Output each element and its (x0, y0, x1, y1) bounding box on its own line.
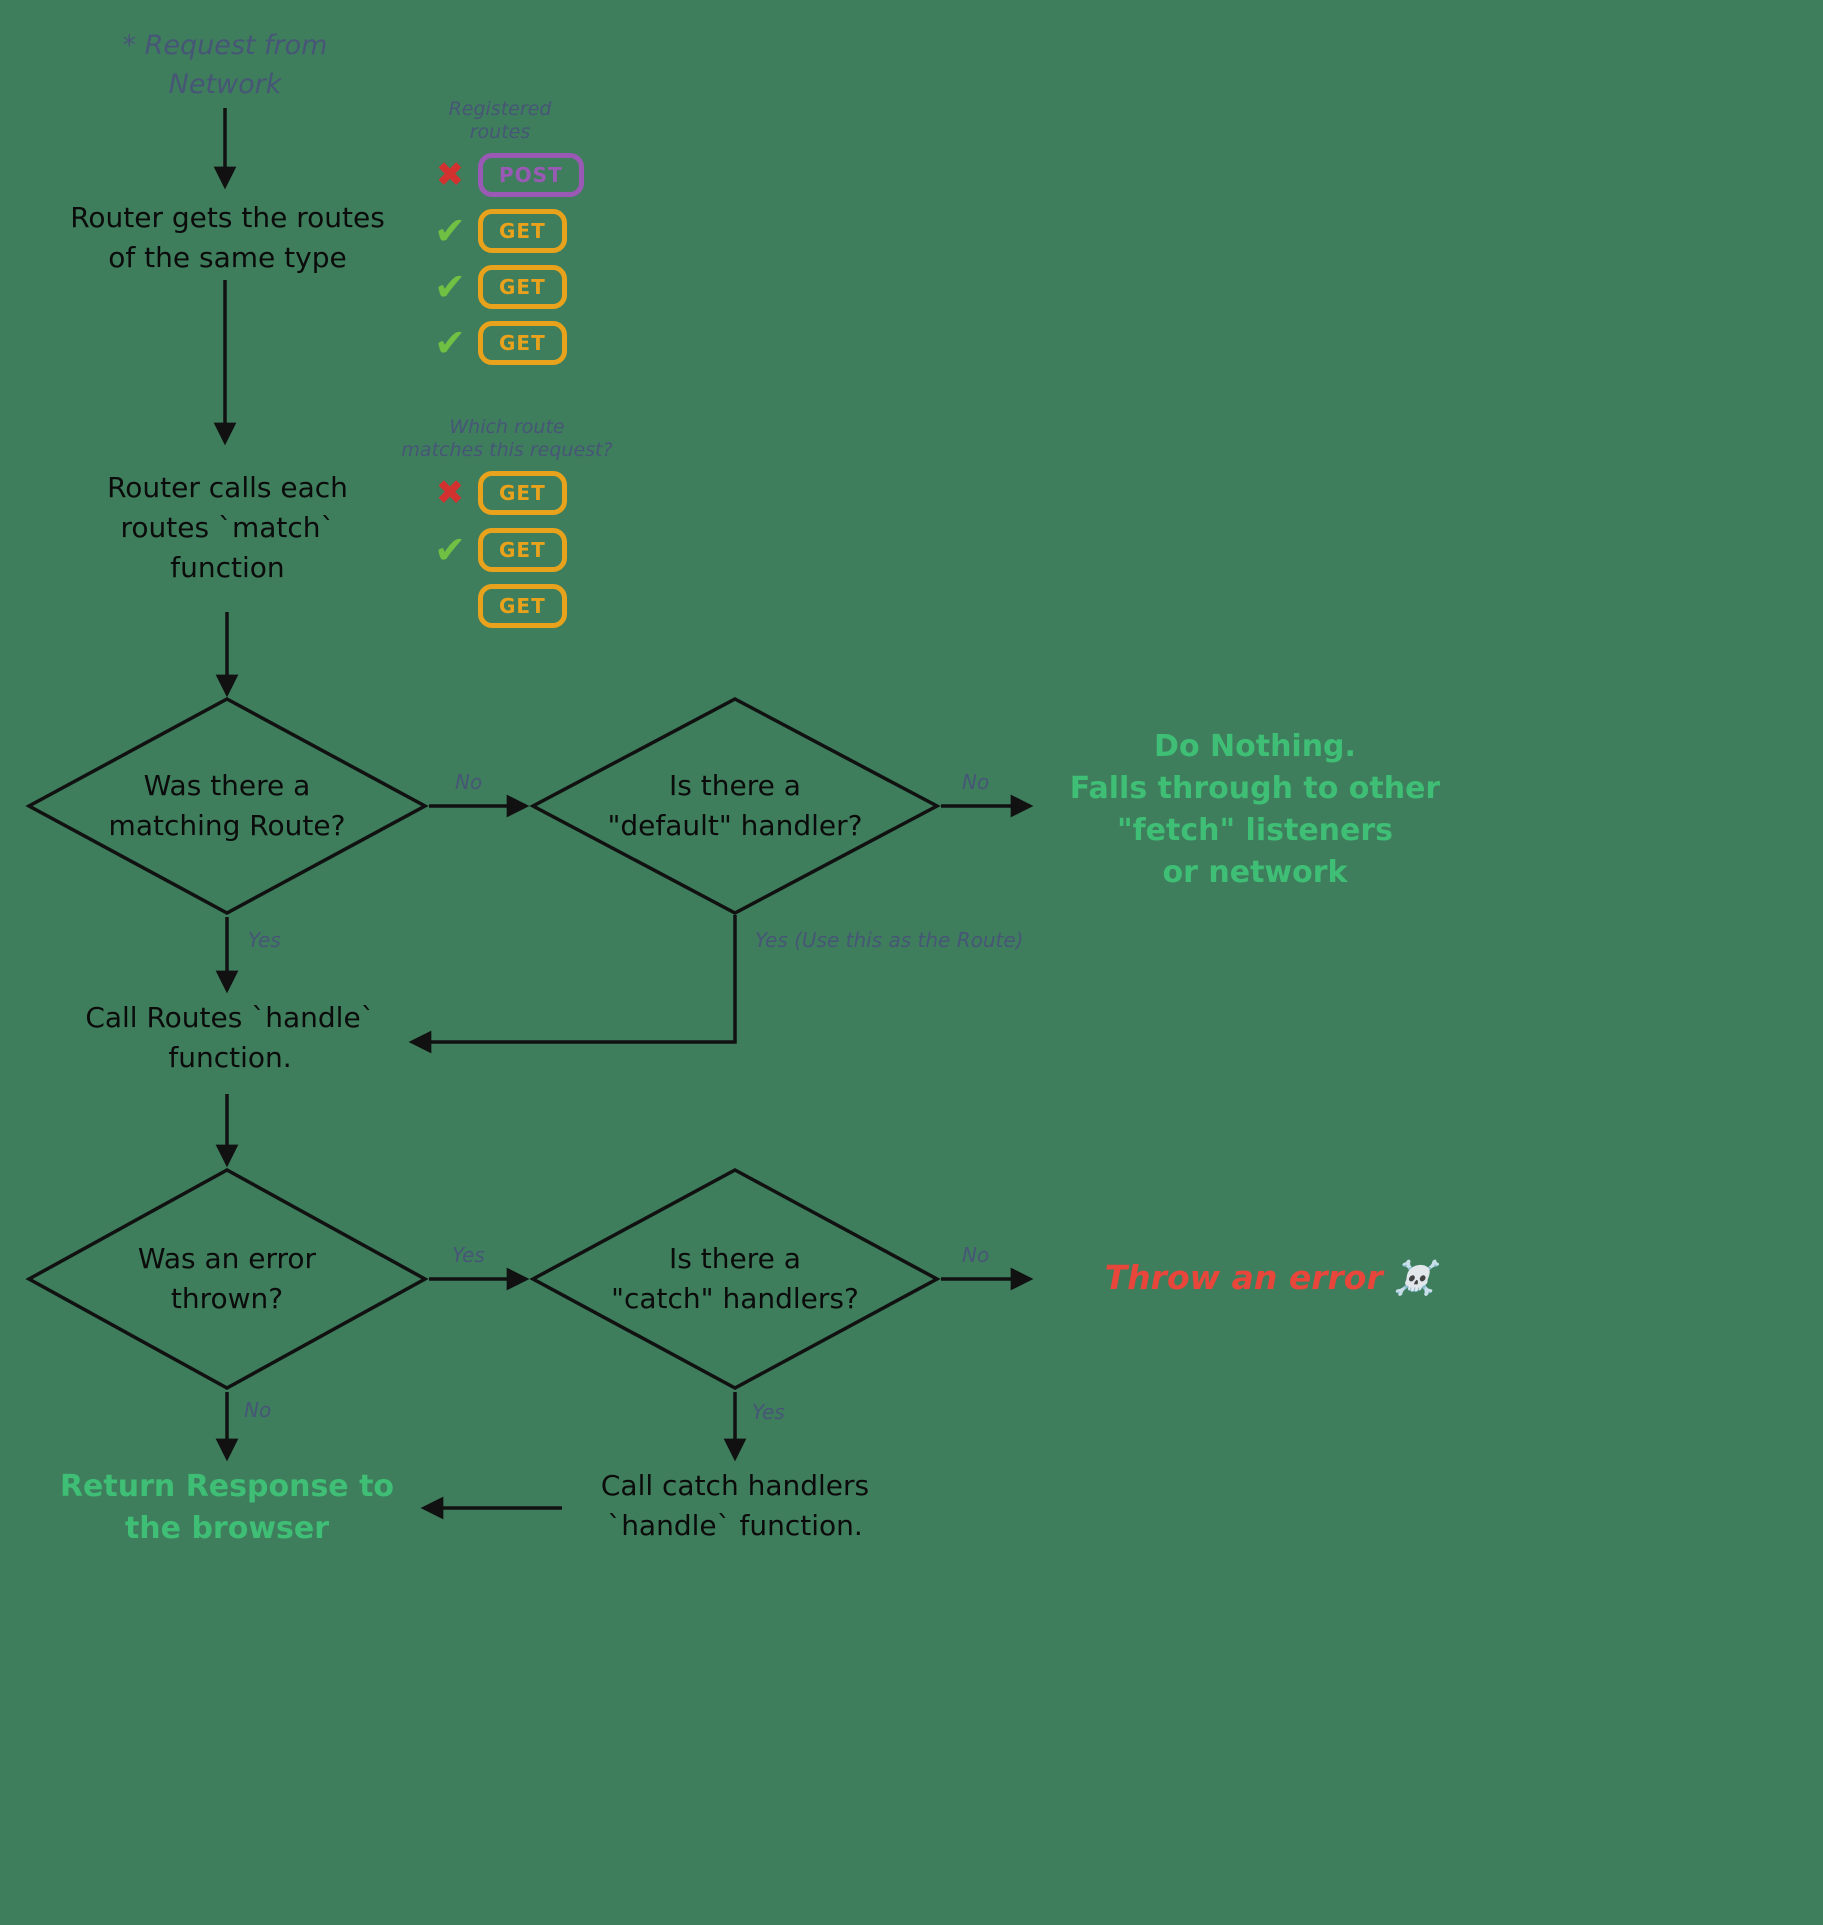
edge-label-no-error-thrown: No (244, 1398, 272, 1422)
which-route-caption: Which route matches this request? (401, 416, 613, 461)
route-badge-get: GET (478, 471, 567, 515)
diamond-catch-handler-shape (529, 1168, 941, 1390)
call-routes-handle-step: Call Routes `handle` function. (85, 1001, 375, 1075)
arrow-yes-default-handler (408, 915, 737, 1054)
decision-catch-handler: Is there a "catch" handlers? (611, 1242, 859, 1316)
do-nothing-outcome: Do Nothing. Falls through to other "fetc… (1069, 729, 1441, 890)
route-badge-get: GET (478, 584, 567, 628)
registered-route-row-post: ✖ POST (430, 152, 584, 198)
check-icon: ✔ (434, 528, 466, 572)
return-response-outcome: Return Response to the browser (59, 1469, 395, 1546)
router-gets-routes-step: Router gets the routes of the same type (70, 201, 385, 275)
throw-error-outcome: Throw an error ☠️ (1104, 1258, 1436, 1297)
edge-label-no-matching-route: No (455, 770, 483, 794)
check-icon: ✔ (434, 321, 466, 365)
edge-label-yes-error-thrown: Yes (452, 1243, 485, 1267)
route-badge-get: GET (478, 265, 567, 309)
route-badge-get: GET (478, 209, 567, 253)
diamond-error-thrown-shape (25, 1168, 429, 1390)
diamond-matching-route-shape (25, 697, 429, 915)
matching-route-row-get-2: ✔ GET (430, 527, 567, 573)
edge-label-yes-catch-handler: Yes (752, 1400, 785, 1424)
edge-label-no-catch-handler: No (962, 1243, 990, 1267)
edge-label-no-default-handler: No (962, 770, 990, 794)
cross-icon: ✖ (435, 155, 465, 195)
router-calls-match-step: Router calls each routes `match` functio… (107, 471, 348, 585)
edge-label-yes-default-handler: Yes (Use this as the Route) (755, 928, 1024, 952)
route-badge-post: POST (478, 153, 584, 197)
edge-label-yes-matching-route: Yes (248, 928, 281, 952)
matching-route-row-get-3: GET (430, 583, 567, 629)
registered-route-row-get-3: ✔ GET (430, 320, 567, 366)
call-catch-handlers-step: Call catch handlers `handle` function. (600, 1469, 870, 1543)
decision-error-thrown: Was an error thrown? (137, 1242, 317, 1316)
matching-route-row-get-1: ✖ GET (430, 470, 567, 516)
registered-route-row-get-2: ✔ GET (430, 264, 567, 310)
route-badge-get: GET (478, 321, 567, 365)
check-icon: ✔ (434, 265, 466, 309)
check-icon: ✔ (434, 209, 466, 253)
decision-default-handler: Is there a "default" handler? (607, 769, 863, 843)
cross-icon: ✖ (435, 473, 465, 513)
diamond-default-handler-shape (529, 697, 941, 915)
registered-route-row-get-1: ✔ GET (430, 208, 567, 254)
registered-routes-caption: Registered routes (448, 98, 552, 143)
decision-matching-route: Was there a matching Route? (108, 769, 346, 843)
request-from-network-label: * Request from Network (122, 30, 328, 101)
route-badge-get: GET (478, 528, 567, 572)
